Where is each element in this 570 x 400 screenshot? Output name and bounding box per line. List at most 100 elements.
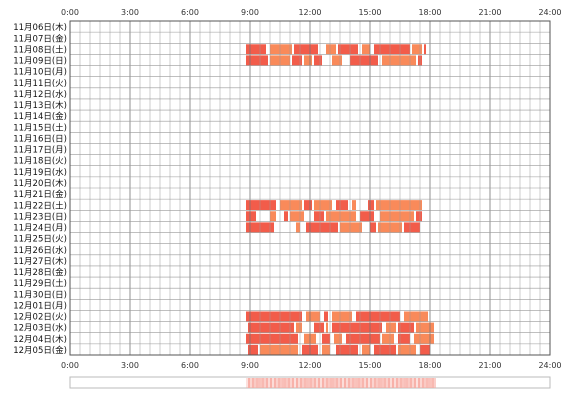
summary-band xyxy=(412,378,414,388)
activity-bar xyxy=(304,200,312,211)
row-label: 11月20日(木) xyxy=(13,178,67,189)
activity-bar xyxy=(326,211,356,222)
activity-bar xyxy=(314,211,324,222)
summary-band xyxy=(386,378,388,388)
x-tick-label-bottom: 12:00 xyxy=(298,361,321,370)
x-tick-label-bottom: 21:00 xyxy=(478,361,501,370)
activity-bar xyxy=(248,344,258,355)
activity-bar xyxy=(314,55,322,66)
summary-band xyxy=(354,378,356,388)
summary-band xyxy=(250,378,252,388)
activity-bar xyxy=(332,311,352,322)
activity-bar xyxy=(246,55,268,66)
activity-bar xyxy=(382,55,416,66)
activity-bar xyxy=(362,344,370,355)
x-tick-label-bottom: 18:00 xyxy=(418,361,441,370)
x-tick-label-bottom: 0:00 xyxy=(61,361,79,370)
activity-bar xyxy=(346,333,380,344)
activity-bar xyxy=(424,44,426,55)
row-label: 11月26日(水) xyxy=(13,245,67,256)
summary-band xyxy=(392,378,394,388)
summary-band xyxy=(390,378,392,388)
summary-band xyxy=(264,378,266,388)
activity-bar xyxy=(314,322,324,333)
activity-bar xyxy=(338,44,358,55)
summary-band xyxy=(314,378,316,388)
x-tick-label-bottom: 3:00 xyxy=(121,361,139,370)
x-tick-label-top: 0:00 xyxy=(61,8,79,17)
activity-bar xyxy=(414,333,434,344)
summary-band xyxy=(356,378,358,388)
activity-bar xyxy=(270,44,292,55)
activity-bar xyxy=(306,311,320,322)
x-tick-label-top: 9:00 xyxy=(241,8,259,17)
summary-band xyxy=(358,378,360,388)
activity-bar xyxy=(246,333,298,344)
activity-bar xyxy=(280,200,302,211)
summary-band xyxy=(366,378,368,388)
summary-band xyxy=(276,378,278,388)
activity-bar xyxy=(290,211,304,222)
summary-band xyxy=(378,378,380,388)
summary-band xyxy=(368,378,370,388)
summary-band xyxy=(406,378,408,388)
summary-band xyxy=(410,378,412,388)
x-tick-label-top: 21:00 xyxy=(478,8,501,17)
activity-bar xyxy=(340,222,362,233)
activity-bar xyxy=(322,333,330,344)
row-label: 11月27日(木) xyxy=(13,256,67,267)
summary-band xyxy=(306,378,308,388)
activity-bar xyxy=(360,211,374,222)
summary-band xyxy=(320,378,322,388)
row-label: 11月22日(土) xyxy=(13,200,67,211)
summary-band xyxy=(360,378,362,388)
summary-band xyxy=(424,378,426,388)
summary-band xyxy=(400,378,402,388)
summary-band xyxy=(310,378,312,388)
summary-band xyxy=(396,378,398,388)
x-tick-label-top: 24:00 xyxy=(538,8,561,17)
summary-band xyxy=(340,378,342,388)
summary-band xyxy=(266,378,268,388)
x-tick-label-top: 6:00 xyxy=(181,8,199,17)
summary-band xyxy=(338,378,340,388)
x-tick-label-top: 18:00 xyxy=(418,8,441,17)
row-label: 12月02日(火) xyxy=(13,313,67,323)
row-label: 12月03日(水) xyxy=(13,323,67,334)
x-tick-label-top: 3:00 xyxy=(121,8,139,17)
row-label: 11月29日(土) xyxy=(13,278,67,289)
summary-band xyxy=(252,378,254,388)
summary-band xyxy=(324,378,326,388)
activity-bar xyxy=(260,344,298,355)
row-label: 11月07日(金) xyxy=(13,33,67,44)
summary-band xyxy=(408,378,410,388)
row-label: 11月11日(火) xyxy=(13,79,67,89)
summary-band xyxy=(262,378,264,388)
activity-bar xyxy=(374,44,410,55)
activity-bar xyxy=(412,44,422,55)
x-tick-label-bottom: 15:00 xyxy=(358,361,381,370)
plot-border xyxy=(69,20,551,356)
activity-bar xyxy=(334,333,342,344)
row-label: 11月24日(月) xyxy=(13,224,67,234)
summary-band xyxy=(422,378,424,388)
row-label: 11月21日(金) xyxy=(13,189,67,200)
summary-band xyxy=(370,378,372,388)
summary-band xyxy=(382,378,384,388)
summary-band xyxy=(254,378,256,388)
summary-band xyxy=(376,378,378,388)
activity-bar xyxy=(336,344,358,355)
summary-band xyxy=(346,378,348,388)
summary-band xyxy=(292,378,294,388)
row-label: 11月15日(土) xyxy=(13,122,67,133)
summary-band xyxy=(288,378,290,388)
activity-bar xyxy=(326,322,328,333)
activity-bar xyxy=(386,322,396,333)
summary-band xyxy=(308,378,310,388)
summary-band xyxy=(374,378,376,388)
activity-bar xyxy=(356,311,400,322)
summary-band xyxy=(326,378,328,388)
x-tick-label-bottom: 24:00 xyxy=(538,361,561,370)
activity-bar xyxy=(398,322,414,333)
row-label: 11月09日(日) xyxy=(13,57,67,67)
